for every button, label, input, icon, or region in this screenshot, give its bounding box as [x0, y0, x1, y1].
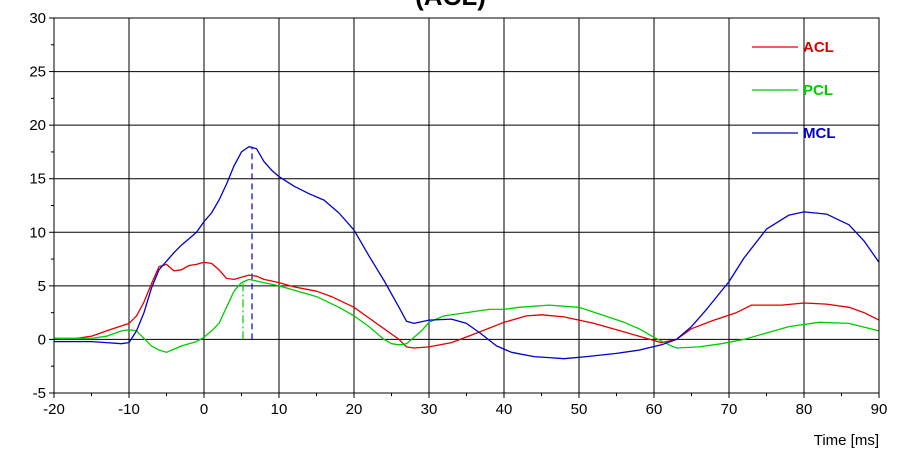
y-tick-label: 0: [38, 331, 46, 348]
x-tick-label: 0: [200, 401, 208, 418]
legend-label-mcl: MCL: [803, 125, 836, 142]
legend-label-pcl: PCL: [803, 82, 833, 99]
grid: [49, 17, 880, 398]
x-axis-label: Time [ms]: [814, 432, 879, 449]
x-tick-label: 50: [571, 401, 588, 418]
x-tick-label: 30: [421, 401, 438, 418]
x-tick-label: 70: [721, 401, 738, 418]
series-line-mcl: [54, 145, 880, 360]
chart-title: (ACL): [0, 0, 901, 9]
plot-frame: [53, 17, 880, 394]
x-tick-label: -20: [43, 401, 65, 418]
x-tick-label: 60: [646, 401, 663, 418]
x-tick-label: 90: [871, 401, 888, 418]
legend: ACL PCL MCL: [752, 39, 836, 142]
tick-labels: -20 -10 0 10 20 30 40 50 60 70 80 90 -5 0 5 10 15 20 25 30: [29, 10, 887, 418]
x-tick-label: 20: [346, 401, 363, 418]
y-tick-label: 5: [38, 278, 46, 295]
y-tick-label: -5: [33, 385, 46, 402]
y-tick-label: 30: [29, 10, 46, 27]
legend-label-acl: ACL: [803, 39, 834, 56]
x-tick-label: -10: [118, 401, 140, 418]
y-tick-label: 20: [29, 117, 46, 134]
x-tick-label: 10: [271, 401, 288, 418]
y-tick-label: 25: [29, 64, 46, 81]
x-tick-label: 80: [796, 401, 813, 418]
y-tick-label: 10: [29, 224, 46, 241]
series-lines: [54, 145, 880, 360]
series-line-acl: [54, 261, 880, 349]
series-line-pcl: [54, 278, 880, 353]
peak-markers: [242, 146, 253, 340]
y-tick-label: 15: [29, 171, 46, 188]
x-tick-label: 40: [496, 401, 513, 418]
